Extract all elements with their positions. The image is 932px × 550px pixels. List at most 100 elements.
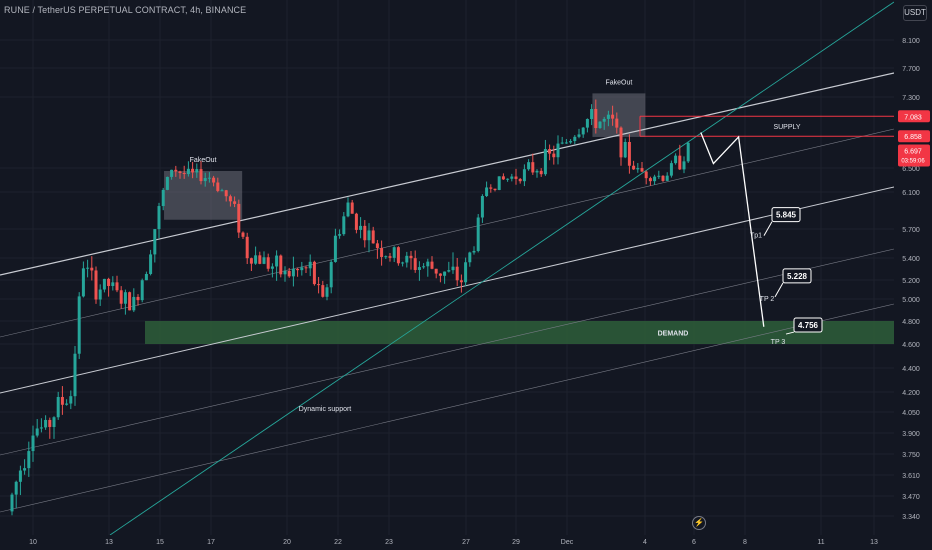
- candle-body: [81, 268, 85, 297]
- candle-body: [35, 428, 39, 436]
- price-tick-label: 7.700: [902, 66, 920, 73]
- candle-body: [459, 280, 463, 283]
- candle-body: [451, 266, 455, 271]
- candle-body: [14, 481, 18, 495]
- time-tick-label: 11: [817, 539, 824, 546]
- candle-body: [325, 287, 329, 297]
- dynamic-support-line: [109, 1, 895, 536]
- price-axis-bg: [894, 0, 932, 550]
- candle-body: [140, 280, 144, 301]
- time-axis-bg: [0, 535, 894, 550]
- supply-label: SUPPLY: [773, 124, 800, 131]
- candle-body: [245, 236, 249, 259]
- candle-body: [132, 296, 136, 311]
- target-leader: [785, 331, 795, 335]
- candle-body: [409, 255, 413, 259]
- candle-body: [501, 176, 505, 180]
- price-tick-label: 4.600: [902, 342, 920, 349]
- price-tick-label: 5.400: [902, 256, 920, 263]
- candle-body: [422, 266, 426, 268]
- candle-body: [577, 134, 581, 137]
- candle-body: [443, 271, 447, 276]
- candle-body: [426, 261, 430, 267]
- candle-body: [69, 396, 73, 404]
- candle-body: [224, 190, 228, 197]
- candle-body: [527, 162, 531, 170]
- price-badge-label: 6.697: [904, 149, 922, 156]
- candle-body: [401, 262, 405, 264]
- candle-body: [531, 162, 535, 173]
- candle-body: [60, 396, 64, 405]
- candle-body: [674, 155, 678, 164]
- candle-body: [363, 225, 367, 241]
- candle-body: [371, 230, 375, 244]
- candle-body: [119, 290, 123, 304]
- candle-body: [564, 142, 568, 144]
- time-tick-label: 10: [29, 539, 37, 546]
- candles: [10, 99, 690, 516]
- candle-body: [573, 136, 577, 142]
- candle-body: [195, 169, 199, 173]
- candle-body: [249, 258, 253, 264]
- annotations: Tp1 5.845 TP 2 5.228 TP 3 4.756: [700, 132, 823, 346]
- candle-body: [136, 296, 140, 301]
- time-tick-label: 27: [462, 539, 470, 546]
- time-tick-label: 13: [870, 539, 878, 546]
- price-tick-label: 5.000: [902, 297, 920, 304]
- lightning-icon[interactable]: ⚡: [692, 516, 706, 530]
- candle-body: [56, 396, 60, 418]
- candle-body: [611, 114, 615, 119]
- target-label: TP 3: [771, 339, 786, 346]
- candle-body: [165, 176, 169, 190]
- candle-body: [39, 427, 43, 429]
- candle-body: [472, 250, 476, 253]
- price-badge-label: 7.083: [904, 114, 922, 121]
- candle-body: [548, 149, 552, 154]
- candle-body: [241, 232, 245, 237]
- candle-body: [539, 170, 543, 175]
- target-value: 5.845: [776, 211, 797, 220]
- candle-body: [535, 170, 539, 173]
- currency-button[interactable]: USDT: [903, 5, 927, 21]
- candle-body: [287, 270, 291, 277]
- candle-body: [405, 255, 409, 263]
- demand-zone: [145, 321, 894, 344]
- candle-body: [237, 203, 241, 233]
- channel-top-line: [0, 72, 895, 276]
- candle-body: [367, 230, 371, 241]
- candle-body: [174, 169, 178, 172]
- candle-body: [396, 247, 400, 264]
- candle-body: [653, 176, 657, 182]
- price-tick-label: 7.300: [902, 95, 920, 102]
- candle-body: [300, 267, 304, 271]
- candle-body: [149, 254, 153, 274]
- candle-body: [144, 273, 148, 281]
- candle-body: [333, 235, 337, 262]
- price-badge-countdown: 03:59:06: [901, 159, 925, 165]
- candle-body: [430, 261, 434, 269]
- candle-body: [489, 187, 493, 189]
- price-badge-label: 6.858: [904, 134, 922, 141]
- candle-body: [86, 267, 90, 269]
- candle-body: [212, 177, 216, 183]
- price-badge: [898, 144, 930, 167]
- candle-body: [312, 261, 316, 285]
- fakeout-label: FakeOut: [190, 157, 217, 164]
- candle-body: [384, 256, 388, 258]
- chart-grid: [0, 0, 894, 535]
- candle-body: [485, 187, 489, 197]
- dynamic-support-label: Dynamic support: [299, 406, 352, 413]
- candle-body: [317, 284, 321, 286]
- candle-body: [228, 196, 232, 202]
- time-tick-label: 6: [692, 539, 696, 546]
- candle-body: [518, 178, 522, 182]
- price-tick-label: 8.100: [902, 38, 920, 45]
- candle-body: [480, 196, 484, 218]
- price-tick-label: 4.800: [902, 319, 920, 326]
- candle-body: [52, 417, 56, 427]
- candle-body: [594, 108, 598, 129]
- candle-body: [329, 261, 333, 288]
- candle-body: [640, 168, 644, 172]
- candle-body: [434, 268, 438, 274]
